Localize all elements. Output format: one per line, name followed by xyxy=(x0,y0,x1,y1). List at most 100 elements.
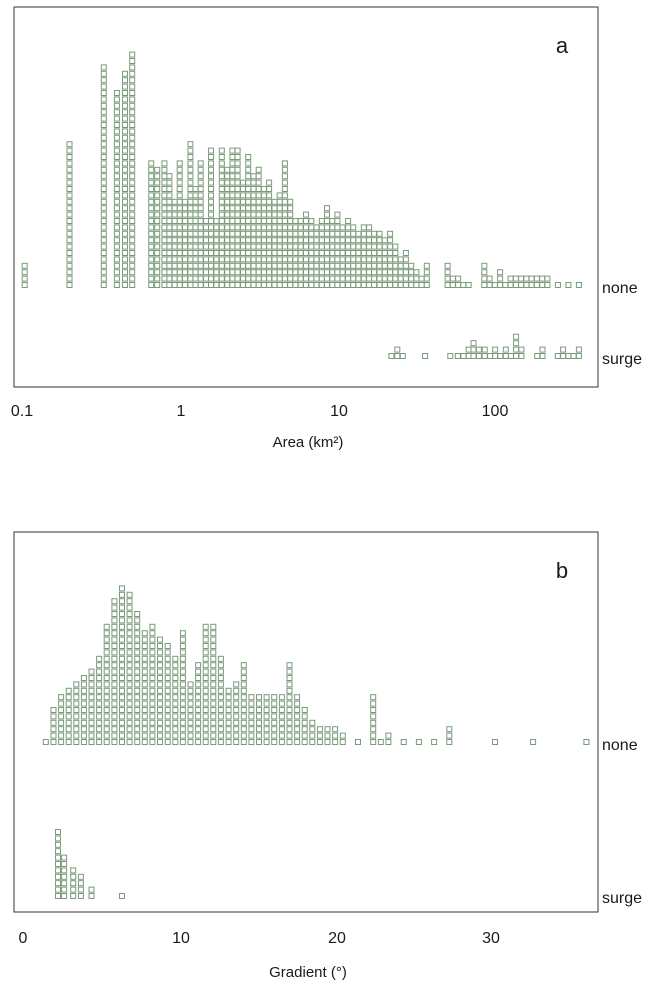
dot-a-none-9-7 xyxy=(166,237,173,244)
dot-b-surge-2-1 xyxy=(70,886,77,893)
dot-a-none-15-15 xyxy=(197,186,204,192)
dot-a-none-7-15 xyxy=(154,186,161,192)
dot-a-none-12-9 xyxy=(182,224,188,231)
dot-b-none-13-2 xyxy=(141,726,148,733)
dot-a-none-7-12 xyxy=(154,205,161,212)
dot-a-none-26-16 xyxy=(255,179,262,186)
dot-a-none-20-17 xyxy=(224,173,231,180)
dot-b-none-16-3 xyxy=(164,719,171,726)
dot-b-none-13-13 xyxy=(141,655,148,662)
dot-b-none-11-16 xyxy=(126,636,133,643)
dot-b-none-12-7 xyxy=(134,694,141,701)
dot-a-none-4-25 xyxy=(122,122,128,128)
dot-a-none-34-7 xyxy=(297,237,304,244)
dot-a-none-13-13 xyxy=(187,198,194,205)
dot-a-none-43-2 xyxy=(345,269,352,276)
dot-b-none-2-4 xyxy=(58,713,65,720)
dot-a-none-15-9 xyxy=(197,224,204,231)
dot-b-none-26-8 xyxy=(240,687,247,694)
dot-b-none-19-0 xyxy=(187,739,194,745)
dot-b-none-9-6 xyxy=(111,700,118,707)
dot-a-none-31-11 xyxy=(281,211,288,218)
dot-b-none-6-8 xyxy=(88,687,95,694)
dot-b-none-46-0 xyxy=(431,739,438,745)
dot-b-none-48-0 xyxy=(492,739,498,745)
dot-b-none-22-8 xyxy=(210,687,217,694)
dot-a-none-5-6 xyxy=(129,243,136,250)
dot-b-surge-1-4 xyxy=(61,867,68,874)
dot-a-none-22-3 xyxy=(234,262,241,269)
dot-b-none-27-2 xyxy=(248,726,255,733)
dot-b-none-32-7 xyxy=(286,694,293,701)
dot-a-none-13-20 xyxy=(187,154,194,160)
dot-b-none-19-6 xyxy=(187,700,194,707)
dot-a-none-38-1 xyxy=(318,275,325,282)
dot-b-none-23-7 xyxy=(217,694,224,701)
dot-a-none-20-11 xyxy=(224,211,231,218)
dot-b-none-24-1 xyxy=(225,732,232,739)
dot-a-none-5-30 xyxy=(129,90,136,96)
dot-b-none-5-6 xyxy=(80,700,87,707)
dot-b-none-7-7 xyxy=(96,694,103,701)
dot-b-none-4-4 xyxy=(73,713,80,720)
dot-b-none-10-13 xyxy=(119,655,125,662)
dot-b-none-12-4 xyxy=(134,713,141,720)
dot-a-none-30-6 xyxy=(276,243,283,250)
dot-b-none-8-8 xyxy=(103,687,110,694)
dot-a-none-50-2 xyxy=(381,269,388,276)
dot-b-none-19-1 xyxy=(187,732,194,739)
dot-a-none-13-3 xyxy=(187,262,194,269)
dot-b-none-15-10 xyxy=(157,675,163,681)
dot-a-none-47-2 xyxy=(366,269,373,276)
dot-a-none-8-15 xyxy=(161,186,168,192)
dot-b-none-11-2 xyxy=(126,726,133,733)
dot-a-none-48-4 xyxy=(371,256,378,263)
dot-b-none-18-3 xyxy=(179,719,186,726)
dot-b-none-15-4 xyxy=(157,713,163,720)
dot-a-none-5-18 xyxy=(129,166,136,173)
dot-a-none-32-8 xyxy=(287,230,294,237)
dot-b-none-6-10 xyxy=(88,675,95,681)
dot-a-none-22-9 xyxy=(234,224,241,231)
dot-a-none-3-23 xyxy=(113,134,120,141)
dot-a-none-2-21 xyxy=(100,147,107,154)
dot-a-none-22-1 xyxy=(234,275,241,282)
dot-a-none-21-11 xyxy=(229,211,236,218)
dot-b-none-16-1 xyxy=(164,732,171,739)
dot-b-none-6-6 xyxy=(88,700,95,707)
dot-a-none-2-13 xyxy=(100,198,107,205)
dot-a-none-25-15 xyxy=(250,186,257,192)
dot-b-none-22-5 xyxy=(210,707,217,713)
dot-b-none-18-17 xyxy=(179,630,186,637)
dot-a-none-17-13 xyxy=(208,198,214,205)
dot-b-none-31-5 xyxy=(278,707,285,713)
dot-b-none-29-3 xyxy=(263,719,270,726)
dot-b-none-10-11 xyxy=(119,668,125,675)
dot-a-none-22-12 xyxy=(234,205,241,212)
dot-a-none-25-13 xyxy=(250,198,257,205)
dot-a-none-5-0 xyxy=(129,282,136,288)
dot-b-none-35-2 xyxy=(309,726,316,733)
dot-b-none-5-0 xyxy=(80,739,87,745)
dot-a-none-37-1 xyxy=(313,275,320,282)
dot-a-none-43-1 xyxy=(345,275,352,282)
dot-a-none-38-5 xyxy=(318,250,325,256)
dot-b-none-12-1 xyxy=(134,732,141,739)
dot-a-none-13-1 xyxy=(187,275,194,282)
dot-b-none-12-15 xyxy=(134,643,141,649)
dot-a-none-2-31 xyxy=(100,83,107,90)
dot-b-none-12-16 xyxy=(134,636,141,643)
dot-b-none-24-6 xyxy=(225,700,232,707)
dot-a-none-5-35 xyxy=(129,58,136,64)
dot-b-none-38-1 xyxy=(332,732,339,739)
dot-b-none-23-8 xyxy=(217,687,224,694)
dot-a-none-47-9 xyxy=(366,224,373,231)
dot-b-none-26-3 xyxy=(240,719,247,726)
dot-a-none-2-7 xyxy=(100,237,107,244)
dot-b-none-3-4 xyxy=(65,713,72,720)
dot-a-none-45-4 xyxy=(355,256,362,263)
dot-a-none-4-17 xyxy=(122,173,128,180)
dot-a-none-2-12 xyxy=(100,205,107,212)
dot-a-none-22-21 xyxy=(234,147,241,154)
dot-b-none-25-6 xyxy=(233,700,240,707)
